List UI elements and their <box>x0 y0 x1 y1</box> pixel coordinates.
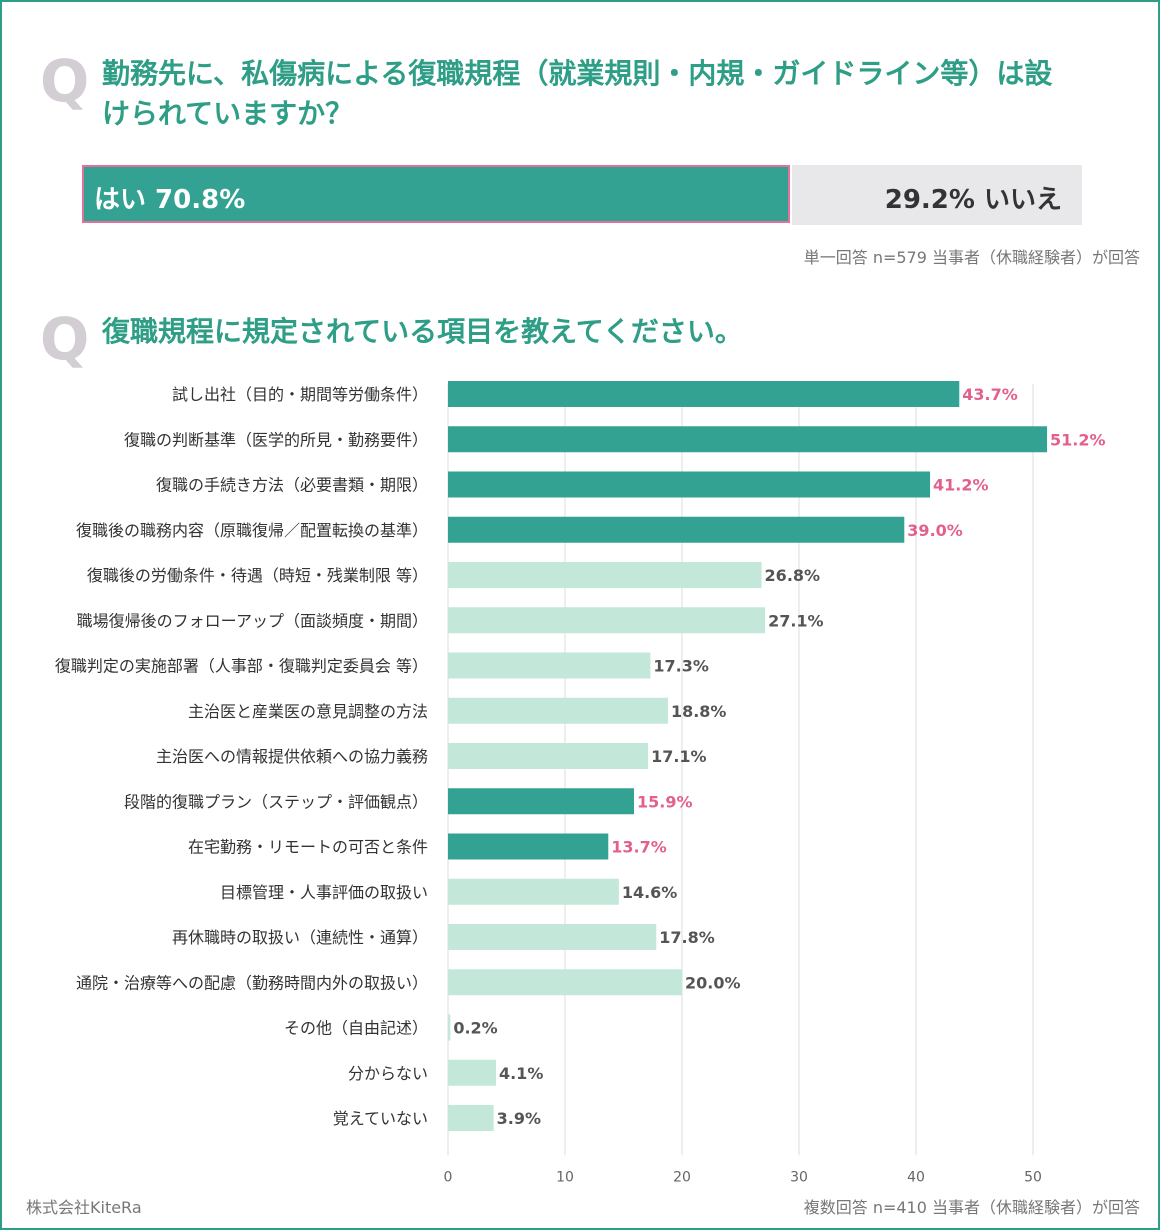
bar <box>448 607 766 634</box>
category-label: 復職の判断基準（医学的所見・勤務要件） <box>124 430 428 449</box>
bar <box>448 426 1048 453</box>
data-label: 0.2% <box>453 1019 497 1038</box>
no-bar: 29.2% いいえ <box>792 165 1082 225</box>
title-line: 勤務先に、私傷病による復職規程（就業規則・内規・ガイドライン等）は設 <box>102 57 1053 90</box>
bar <box>448 697 668 724</box>
data-label: 41.2% <box>933 476 989 495</box>
bar <box>448 471 931 498</box>
x-tick-label: 0 <box>444 1169 453 1182</box>
yes-label: はい 70.8% <box>94 185 246 215</box>
x-tick-label: 40 <box>907 1169 925 1182</box>
category-label: その他（自由記述） <box>284 1019 428 1038</box>
x-tick-label: 10 <box>556 1169 574 1182</box>
category-label: 在宅勤務・リモートの可否と条件 <box>188 838 428 857</box>
category-label: 主治医と産業医の意見調整の方法 <box>188 702 428 721</box>
yes-bar: はい 70.8% <box>82 165 790 223</box>
data-label: 17.3% <box>653 657 709 676</box>
question-2-title: 復職規程に規定されている項目を教えてください。 <box>102 315 743 348</box>
category-label: 分からない <box>348 1064 428 1083</box>
data-label: 4.1% <box>499 1064 543 1083</box>
q-mark: Q <box>40 47 90 115</box>
category-label: 段階的復職プラン（ステップ・評価観点） <box>124 792 428 811</box>
bar <box>448 1059 496 1086</box>
category-label: 復職判定の実施部署（人事部・復職判定委員会 等） <box>55 657 428 676</box>
company-name: 株式会社KiteRa <box>26 1198 142 1217</box>
category-label: 復職後の職務内容（原職復帰／配置転換の基準） <box>76 521 428 540</box>
data-label: 3.9% <box>497 1109 541 1128</box>
category-label: 試し出社（目的・期間等労働条件） <box>172 385 428 404</box>
bar <box>448 924 657 950</box>
data-label: 26.8% <box>765 566 821 585</box>
bar <box>448 652 651 679</box>
data-label: 39.0% <box>907 521 963 540</box>
category-label: 覚えていない <box>333 1109 428 1128</box>
bar <box>448 1014 451 1041</box>
q-mark: Q <box>40 305 90 373</box>
data-label: 51.2% <box>1050 430 1106 449</box>
x-tick-label: 50 <box>1024 1169 1042 1182</box>
data-label: 17.8% <box>659 928 715 947</box>
category-label: 再休職時の取扱い（連続性・通算） <box>172 928 428 947</box>
category-label: 通院・治療等への配慮（勤務時間内外の取扱い） <box>76 973 428 992</box>
bar <box>448 833 609 860</box>
x-tick-label: 20 <box>673 1169 691 1182</box>
category-label: 目標管理・人事評価の取扱い <box>220 883 428 902</box>
q1-note: 単一回答 n=579 当事者（休職経験者）が回答 <box>803 248 1140 267</box>
bar <box>448 1105 494 1131</box>
bar <box>448 743 649 769</box>
bar <box>448 969 682 996</box>
category-label: 復職後の労働条件・待遇（時短・残業制限 等） <box>87 566 428 585</box>
bar <box>448 878 619 905</box>
bar <box>448 516 905 543</box>
data-label: 18.8% <box>671 702 727 721</box>
question-1-title: 勤務先に、私傷病による復職規程（就業規則・内規・ガイドライン等）は設 けられてい… <box>102 54 1052 134</box>
data-label: 27.1% <box>768 611 824 630</box>
q2-note: 複数回答 n=410 当事者（休職経験者）が回答 <box>803 1198 1140 1217</box>
category-label: 復職の手続き方法（必要書類・期限） <box>156 476 428 495</box>
data-label: 15.9% <box>637 792 693 811</box>
bar <box>448 381 960 407</box>
bar <box>448 788 635 815</box>
title-line: けられていますか？ <box>102 97 354 130</box>
bar-chart: 0 10 20 30 40 50 試し出社（目的・期間等労働条件） 43.7% 復職の判断基準（… <box>55 381 1106 1182</box>
no-label: 29.2% いいえ <box>884 185 1062 215</box>
data-label: 43.7% <box>962 385 1018 404</box>
data-label: 13.7% <box>611 838 667 857</box>
data-label: 20.0% <box>685 973 741 992</box>
category-label: 主治医への情報提供依頼への協力義務 <box>156 747 428 766</box>
data-label: 14.6% <box>622 883 678 902</box>
category-label: 職場復帰後のフォローアップ（面談頻度・期間） <box>77 611 428 630</box>
data-label: 17.1% <box>651 747 707 766</box>
bar <box>448 562 762 588</box>
x-tick-label: 30 <box>790 1169 808 1182</box>
